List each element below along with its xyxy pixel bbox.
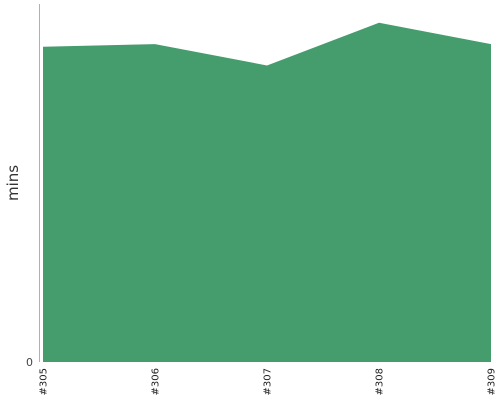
area-series-0 [43, 22, 491, 363]
x-axis-ticks: #305 #306 #307 #308 #309 [39, 368, 498, 395]
y-tick-label: 0 [26, 356, 33, 369]
x-tick-label: #306 [151, 368, 162, 395]
x-tick-label: #308 [375, 368, 386, 395]
x-tick-label: #309 [487, 368, 498, 395]
x-tick-label: #307 [263, 368, 274, 395]
x-tick-label: #305 [39, 368, 50, 395]
y-axis-ticks: 0 [26, 356, 33, 369]
y-axis-title: mins [4, 165, 22, 201]
plot-area [43, 22, 491, 363]
